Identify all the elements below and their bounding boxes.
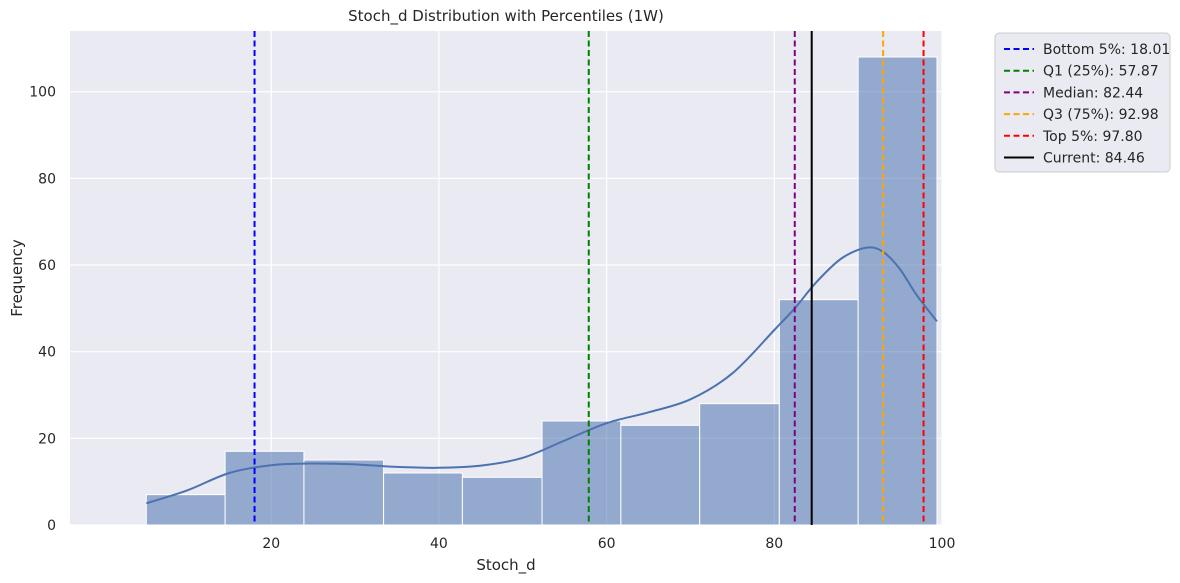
histogram-bar — [778, 299, 859, 526]
histogram-bar — [383, 472, 463, 526]
histogram-bar — [303, 459, 385, 526]
y-tick-label: 80 — [38, 171, 56, 187]
histogram-bar — [699, 403, 780, 526]
x-axis-label: Stoch_d — [476, 556, 535, 575]
legend-entry-label: Current: 84.46 — [1043, 151, 1145, 167]
histogram-bar — [857, 56, 938, 526]
x-tick-labels: 20 40 60 80 100 — [262, 536, 955, 552]
x-tick-label: 100 — [929, 536, 956, 552]
legend: Bottom 5%: 18.01 Q1 (25%): 57.87 Median: 8… — [994, 32, 1171, 173]
percentile-lines — [253, 31, 925, 525]
y-tick-label: 0 — [47, 518, 56, 534]
chart-title: Stoch_d Distribution with Percentiles (1… — [348, 7, 664, 26]
histogram-bar — [541, 420, 622, 526]
histogram-bar — [224, 450, 305, 526]
y-tick-label: 20 — [38, 431, 56, 447]
x-tick-label: 60 — [598, 536, 616, 552]
histogram-bar — [461, 476, 543, 526]
legend-box — [994, 32, 1171, 173]
x-tick-label: 80 — [765, 536, 783, 552]
legend-entry-label: Q3 (75%): 92.98 — [1043, 107, 1159, 123]
y-tick-label: 40 — [38, 345, 56, 361]
y-tick-label: 100 — [29, 85, 56, 101]
y-axis-label: Frequency — [8, 239, 26, 317]
y-tick-labels: 0 20 40 60 80 100 — [29, 85, 56, 534]
legend-entry-label: Q1 (25%): 57.87 — [1043, 64, 1159, 80]
legend-entry-label: Median: 82.44 — [1043, 85, 1143, 101]
legend-entry-label: Bottom 5%: 18.01 — [1043, 42, 1170, 58]
kde-curve — [145, 246, 938, 505]
x-tick-label: 20 — [262, 536, 280, 552]
x-tick-label: 40 — [430, 536, 448, 552]
legend-entry-label: Top 5%: 97.80 — [1042, 129, 1143, 145]
histogram-bar — [620, 424, 701, 526]
y-tick-label: 60 — [38, 258, 56, 274]
